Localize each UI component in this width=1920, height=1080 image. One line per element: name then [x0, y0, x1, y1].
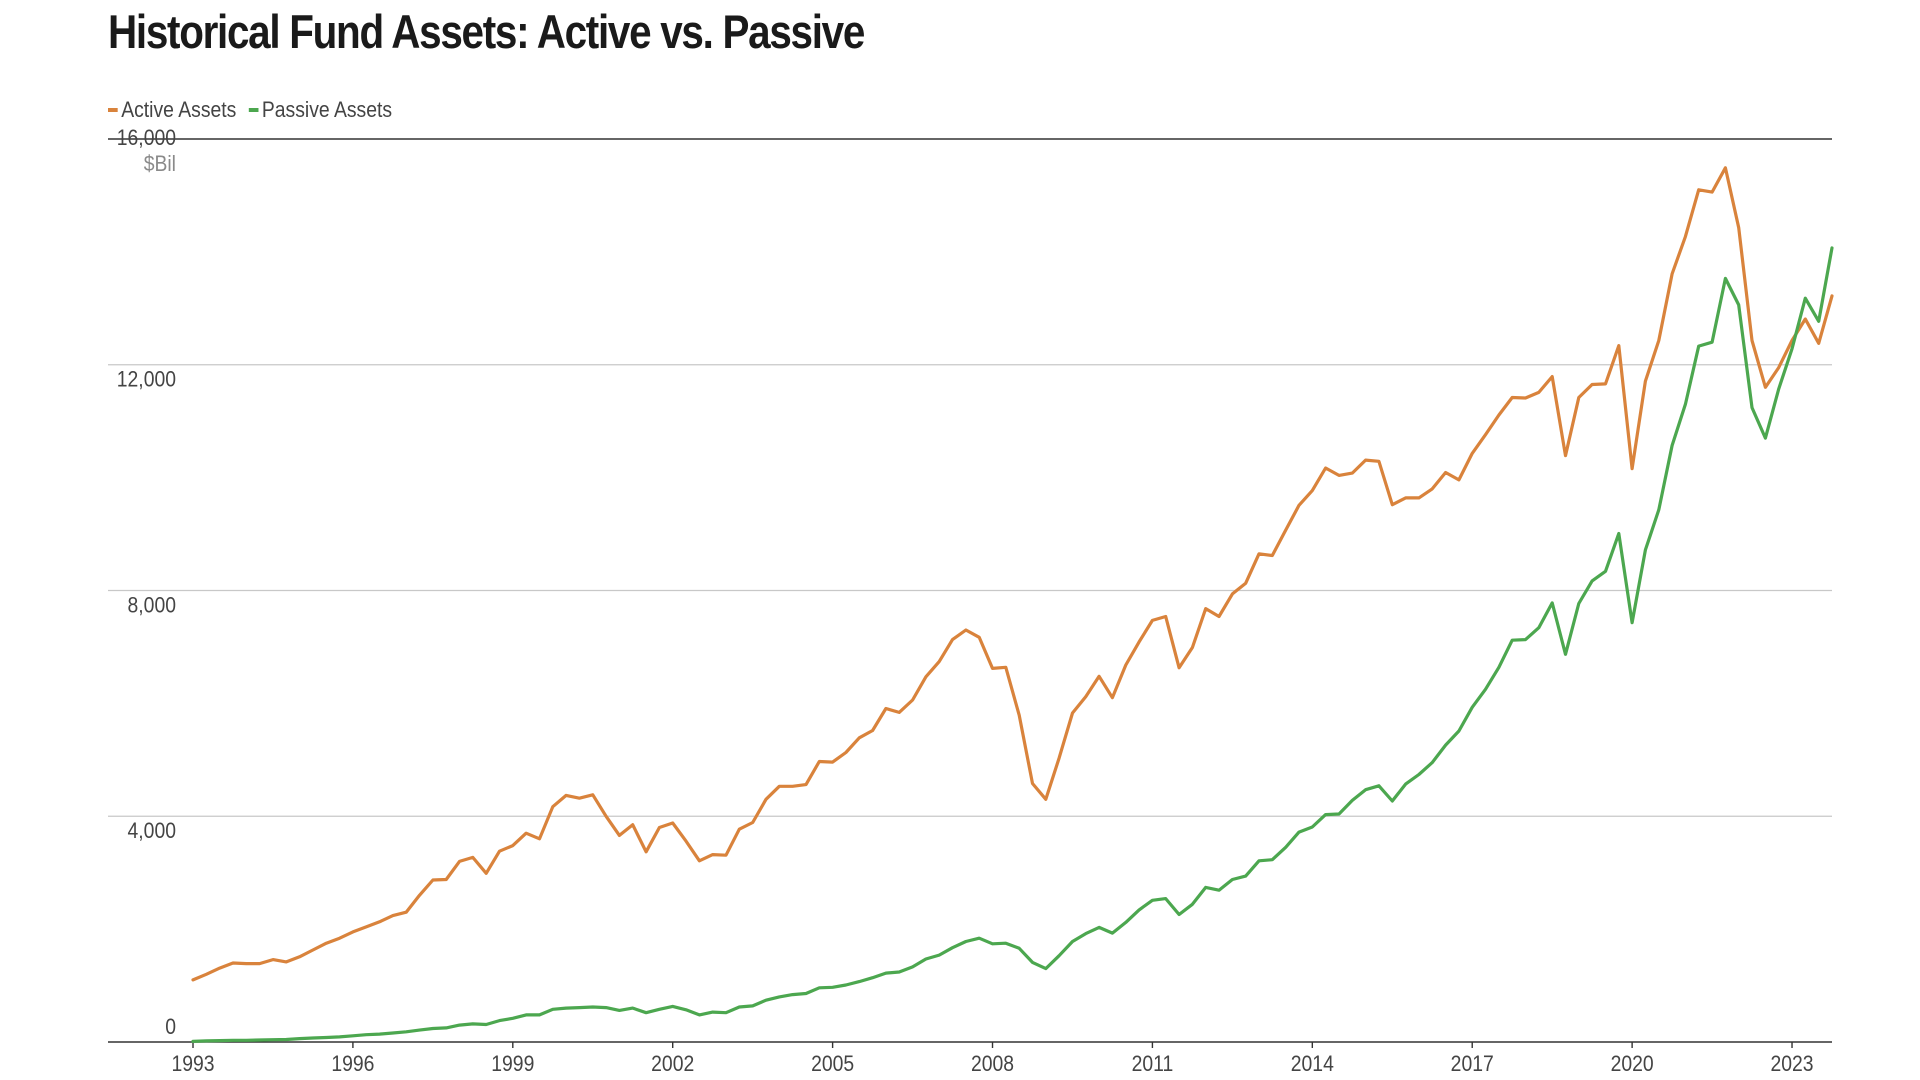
gridlines — [108, 138, 1832, 817]
series-lines — [191, 166, 1834, 1044]
y-unit-label: $Bil — [144, 152, 176, 176]
chart-title: Historical Fund Assets: Active vs. Passi… — [108, 5, 865, 58]
x-tick-label-2017: 2017 — [1451, 1052, 1494, 1076]
tick-labels: 1993 1996 1999 2002 2005 2008 2011 2014 2017 2020… — [117, 126, 1814, 1076]
x-tick-label-2020: 2020 — [1611, 1052, 1654, 1076]
y-tick-label-8,000: 8,000 — [128, 593, 176, 617]
legend-label-active: Active Assets — [121, 97, 237, 122]
x-tick-label-2011: 2011 — [1132, 1052, 1174, 1076]
y-tick-label-0: 0 — [165, 1015, 176, 1039]
y-tick-label-16,000: 16,000 — [117, 126, 176, 150]
x-tick-label-1996: 1996 — [331, 1052, 374, 1076]
legend-item-active: Active Assets — [108, 97, 236, 123]
y-tick-label-4,000: 4,000 — [128, 819, 176, 843]
legend-item-passive: Passive Assets — [248, 97, 393, 123]
chart-legend: Active Assets Passive Assets — [108, 97, 404, 123]
legend-swatch-passive — [248, 108, 259, 112]
series-points-active-assets — [193, 168, 1832, 980]
x-tick-label-2002: 2002 — [651, 1052, 694, 1076]
series-points-passive-assets — [193, 248, 1832, 1042]
legend-swatch-active — [108, 108, 118, 112]
x-tick-label-2023: 2023 — [1770, 1052, 1813, 1076]
x-tick-label-2005: 2005 — [811, 1052, 854, 1076]
series-line-active-assets — [191, 166, 1834, 982]
axes — [108, 1041, 1832, 1048]
series-line-passive-assets — [191, 246, 1834, 1044]
x-tick-label-1999: 1999 — [491, 1052, 534, 1076]
x-tick-label-2014: 2014 — [1291, 1052, 1334, 1076]
y-tick-label-12,000: 12,000 — [117, 368, 176, 392]
legend-label-passive: Passive Assets — [261, 97, 393, 122]
x-tick-label-1993: 1993 — [171, 1052, 214, 1076]
x-tick-label-2008: 2008 — [971, 1052, 1014, 1076]
